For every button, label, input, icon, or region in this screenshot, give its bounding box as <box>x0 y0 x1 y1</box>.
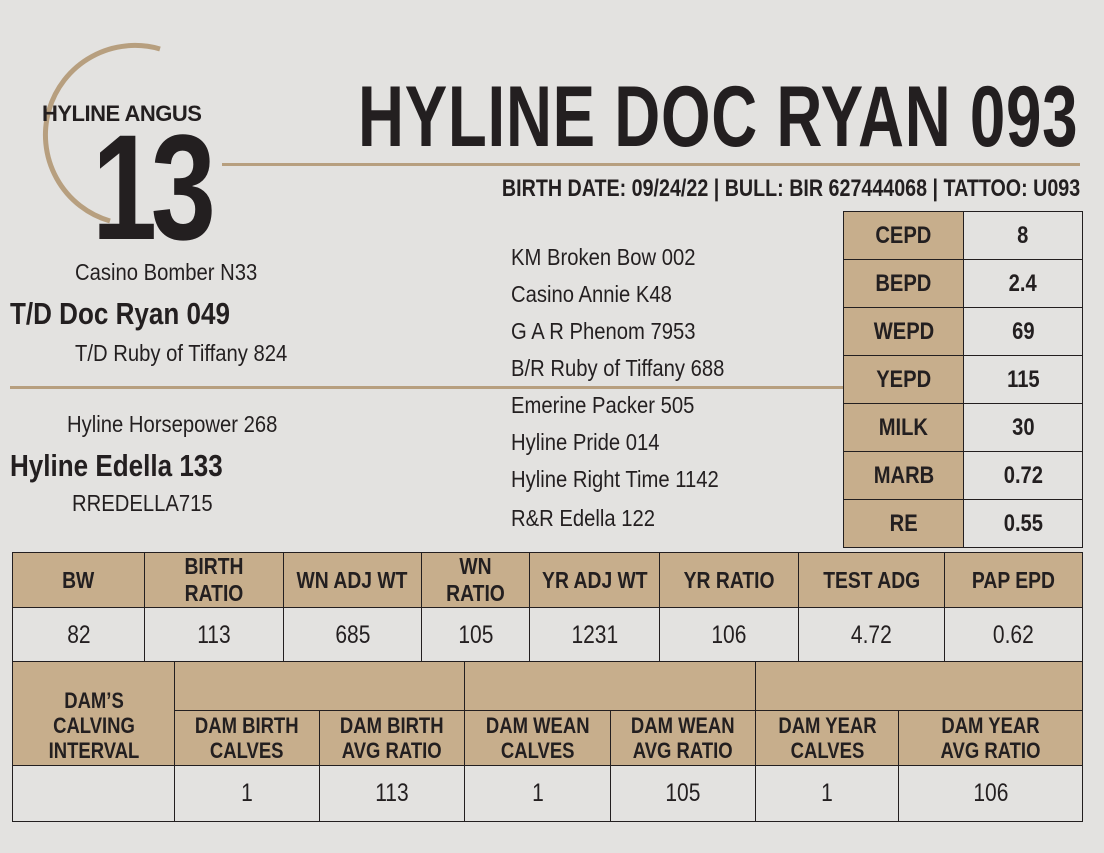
performance-header: WN RATIO <box>421 552 530 608</box>
dam-header: DAM WEAN AVG RATIO <box>610 710 756 766</box>
epd-row: MARB 0.72 <box>843 451 1083 500</box>
dam-header: DAM BIRTH AVG RATIO <box>319 710 465 766</box>
dam-value: 1 <box>174 765 320 822</box>
third-gen-item: Casino Annie K48 <box>511 281 672 307</box>
epd-value: 115 <box>963 355 1083 404</box>
dam-value: 113 <box>319 765 465 822</box>
performance-header: BIRTH RATIO <box>144 552 284 608</box>
performance-header: BW <box>12 552 145 608</box>
third-gen-item: B/R Ruby of Tiffany 688 <box>511 355 725 381</box>
epd-value: 8 <box>963 211 1083 260</box>
performance-value: 105 <box>421 607 530 663</box>
pedigree-divider <box>10 386 843 389</box>
birth-info-line: BIRTH DATE: 09/24/22 | BULL: BIR 6274440… <box>501 175 1080 202</box>
epd-value: 0.55 <box>963 499 1083 548</box>
dam-calving-interval-value <box>12 765 175 822</box>
epd-label: WEPD <box>843 307 964 356</box>
performance-value: 82 <box>12 607 145 663</box>
epd-row: WEPD 69 <box>843 307 1083 356</box>
epd-row: BEPD 2.4 <box>843 259 1083 308</box>
epd-value: 2.4 <box>963 259 1083 308</box>
sire-sire: Casino Bomber N33 <box>75 259 258 285</box>
performance-header: YR ADJ WT <box>529 552 660 608</box>
performance-value-row: 82 113 685 105 1231 106 4.72 0.62 <box>12 607 1083 663</box>
dam-header: DAM YEAR CALVES <box>755 710 899 766</box>
dam-value: 1 <box>755 765 899 822</box>
dam-sire: Hyline Horsepower 268 <box>67 411 278 437</box>
third-gen-item: R&R Edella 122 <box>511 505 656 531</box>
page-title: HYLINE DOC RYAN 093 <box>357 69 1078 165</box>
sire: T/D Doc Ryan 049 <box>10 296 230 331</box>
third-gen-item: KM Broken Bow 002 <box>511 244 696 270</box>
dam-value-row: 1 113 1 105 1 106 <box>12 765 1083 822</box>
third-gen-item: Hyline Right Time 1142 <box>511 466 719 492</box>
epd-table: CEPD 8 BEPD 2.4 WEPD 69 YEPD 115 MILK 30 MARB… <box>843 211 1083 548</box>
performance-value: 1231 <box>529 607 660 663</box>
performance-value: 113 <box>144 607 284 663</box>
dam-value: 105 <box>610 765 756 822</box>
dam-header: DAM BIRTH CALVES <box>174 710 320 766</box>
epd-label: YEPD <box>843 355 964 404</box>
epd-row: CEPD 8 <box>843 211 1083 260</box>
third-gen-item: G A R Phenom 7953 <box>511 318 696 344</box>
epd-label: BEPD <box>843 259 964 308</box>
dam-value: 106 <box>898 765 1083 822</box>
brand-name: HYLINE ANGUS <box>42 101 202 126</box>
epd-label: RE <box>843 499 964 548</box>
dam: Hyline Edella 133 <box>10 448 223 483</box>
sire-dam: T/D Ruby of Tiffany 824 <box>75 340 288 366</box>
third-gen-item: Hyline Pride 014 <box>511 429 660 455</box>
header-divider <box>222 163 1080 166</box>
performance-table: BW BIRTH RATIO WN ADJ WT WN RATIO YR ADJ… <box>12 552 1083 663</box>
performance-value: 0.62 <box>944 607 1083 663</box>
dam-header: DAM WEAN CALVES <box>464 710 611 766</box>
third-gen-item: Emerine Packer 505 <box>511 392 695 418</box>
performance-header: YR RATIO <box>659 552 799 608</box>
dam-year-group-header <box>755 661 1083 711</box>
epd-row: RE 0.55 <box>843 499 1083 548</box>
dam-header-row-top: DAM’S CALVING INTERVAL <box>12 661 1083 766</box>
epd-label: MARB <box>843 451 964 500</box>
logo-arc-decoration <box>42 42 161 224</box>
dam-dam: RREDELLA715 <box>72 490 213 516</box>
epd-label: CEPD <box>843 211 964 260</box>
performance-value: 106 <box>659 607 799 663</box>
dam-header: DAM YEAR AVG RATIO <box>898 710 1083 766</box>
performance-value: 4.72 <box>798 607 945 663</box>
epd-value: 0.72 <box>963 451 1083 500</box>
dam-calving-interval-label: DAM’S CALVING INTERVAL <box>12 661 175 766</box>
dam-record-table: DAM’S CALVING INTERVAL DAM BIRTH CALVES D… <box>12 661 1083 822</box>
dam-birth-group-header <box>174 661 465 711</box>
epd-label: MILK <box>843 403 964 452</box>
performance-header: PAP EPD <box>944 552 1083 608</box>
performance-header: WN ADJ WT <box>283 552 422 608</box>
epd-row: MILK 30 <box>843 403 1083 452</box>
performance-header-row: BW BIRTH RATIO WN ADJ WT WN RATIO YR ADJ… <box>12 552 1083 608</box>
dam-wean-group-header <box>464 661 756 711</box>
epd-value: 30 <box>963 403 1083 452</box>
performance-header: TEST ADG <box>798 552 945 608</box>
performance-value: 685 <box>283 607 422 663</box>
epd-value: 69 <box>963 307 1083 356</box>
dam-value: 1 <box>464 765 611 822</box>
lot-number: 13 <box>92 103 216 271</box>
epd-row: YEPD 115 <box>843 355 1083 404</box>
